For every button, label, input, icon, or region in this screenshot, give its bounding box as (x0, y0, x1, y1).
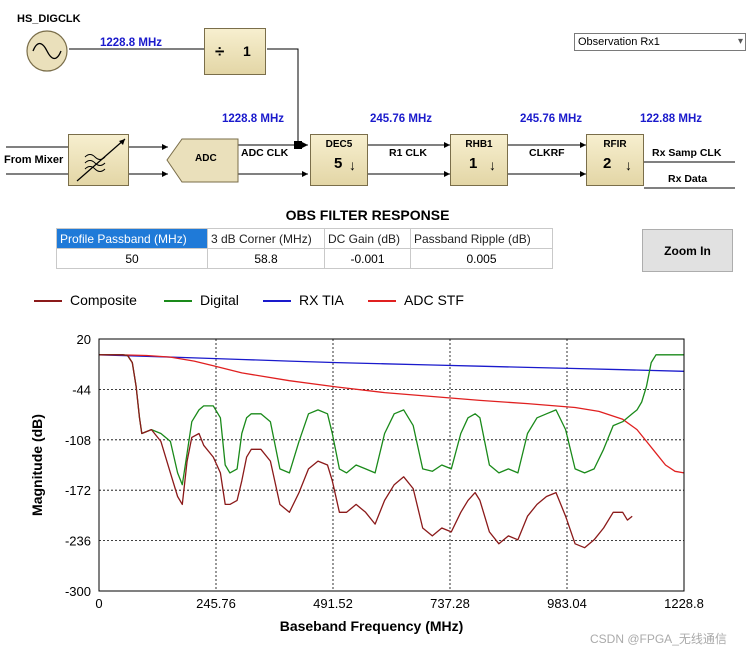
x-tick-label: 983.04 (547, 596, 587, 611)
frequency-response-chart: 0 245.76 491.52 737.28 983.04 1228.8 20 -44 -108… (29, 332, 704, 634)
y-tick-label: -300 (65, 584, 91, 599)
down-arrow-icon: ↓ (349, 157, 356, 173)
divider-block: ÷ 1 (204, 28, 266, 75)
legend-label: ADC STF (404, 292, 464, 308)
rfir-value: 2 (603, 155, 612, 172)
channel-select-value: Observation Rx1 (578, 36, 660, 48)
clock-frequency: 1228.8 MHz (100, 37, 163, 49)
legend-label: Digital (200, 292, 239, 308)
rhb1-frequency: 245.76 MHz (520, 113, 583, 125)
y-axis-label: Magnitude (dB) (29, 414, 45, 516)
dec5-name: DEC5 (325, 139, 353, 150)
rx-data-label: Rx Data (668, 173, 708, 185)
legend-swatch (368, 300, 396, 302)
table-row: 50 58.8 -0.001 0.005 (56, 248, 553, 269)
legend-item-rx-tia: RX TIA (263, 292, 344, 308)
legend-label: RX TIA (299, 292, 344, 308)
filter-response-table: Profile Passband (MHz) 3 dB Corner (MHz)… (56, 228, 553, 269)
table-cell[interactable]: 58.8 (207, 248, 325, 269)
filter-icon (76, 138, 126, 182)
y-tick-label: -108 (65, 433, 91, 448)
table-cell[interactable]: -0.001 (324, 248, 411, 269)
rfir-frequency: 122.88 MHz (640, 113, 703, 125)
x-tick-label: 737.28 (430, 596, 470, 611)
dec5-value: 5 (334, 155, 343, 172)
table-header-cell[interactable]: Profile Passband (MHz) (56, 228, 208, 249)
clock-source-label: HS_DIGCLK (17, 13, 81, 25)
table-header-cell[interactable]: DC Gain (dB) (324, 228, 411, 249)
y-tick-label: -172 (65, 483, 91, 498)
oscillator-icon (26, 30, 68, 72)
rhb1-block: RHB1 1 ↓ (450, 134, 508, 186)
r1-clk-label: R1 CLK (389, 147, 427, 159)
down-arrow-icon: ↓ (625, 157, 632, 173)
rfir-block: RFIR 2 ↓ (586, 134, 644, 186)
table-header-row: Profile Passband (MHz) 3 dB Corner (MHz)… (56, 228, 553, 249)
legend-swatch (263, 300, 291, 302)
y-tick-label: -236 (65, 534, 91, 549)
series-line-adc-stf (98, 354, 685, 474)
x-tick-label: 1228.8 (664, 596, 704, 611)
table-header-cell[interactable]: 3 dB Corner (MHz) (207, 228, 325, 249)
series-line-rx-tia (98, 354, 685, 372)
table-header-cell[interactable]: Passband Ripple (dB) (410, 228, 553, 249)
divider-symbol: ÷ (215, 42, 225, 61)
legend-swatch (164, 300, 192, 302)
legend-label: Composite (70, 292, 137, 308)
zoom-in-button[interactable]: Zoom In (642, 229, 733, 272)
adc-label: ADC (195, 153, 217, 164)
dec5-frequency: 245.76 MHz (370, 113, 433, 125)
channel-select[interactable]: Observation Rx1 ▾ (574, 33, 746, 51)
rfir-name: RFIR (603, 139, 627, 150)
table-cell[interactable]: 0.005 (410, 248, 553, 269)
table-cell[interactable]: 50 (56, 248, 208, 269)
divider-value: 1 (243, 43, 251, 59)
x-tick-label: 245.76 (196, 596, 236, 611)
input-label: From Mixer (4, 154, 64, 166)
legend-item-adc-stf: ADC STF (368, 292, 464, 308)
x-tick-label: 0 (95, 596, 102, 611)
y-tick-label: 20 (77, 332, 91, 347)
clkrf-label: CLKRF (529, 147, 565, 159)
x-axis-label: Baseband Frequency (MHz) (280, 618, 464, 634)
rx-samp-clk-label: Rx Samp CLK (652, 147, 722, 159)
adc-block (166, 138, 239, 183)
adc-clk-label: ADC CLK (241, 147, 289, 159)
filter-response-title: OBS FILTER RESPONSE (285, 207, 450, 223)
legend-item-composite: Composite (34, 292, 137, 308)
dec5-block: DEC5 5 ↓ (310, 134, 368, 186)
analog-filter-block (68, 134, 129, 186)
y-tick-label: -44 (72, 382, 91, 397)
legend-swatch (34, 300, 62, 302)
series-line-digital (99, 354, 684, 486)
signal-chain-wires (6, 48, 735, 189)
watermark: CSDN @FPGA_无线通信 (590, 632, 727, 646)
adc-clk-frequency: 1228.8 MHz (222, 113, 285, 125)
rhb1-value: 1 (469, 155, 478, 172)
rhb1-name: RHB1 (465, 139, 493, 150)
plot-frame (98, 338, 685, 592)
legend-item-digital: Digital (164, 292, 239, 308)
series-line-composite (99, 354, 633, 549)
chevron-down-icon: ▾ (737, 36, 743, 47)
x-tick-label: 491.52 (313, 596, 353, 611)
down-arrow-icon: ↓ (489, 157, 496, 173)
